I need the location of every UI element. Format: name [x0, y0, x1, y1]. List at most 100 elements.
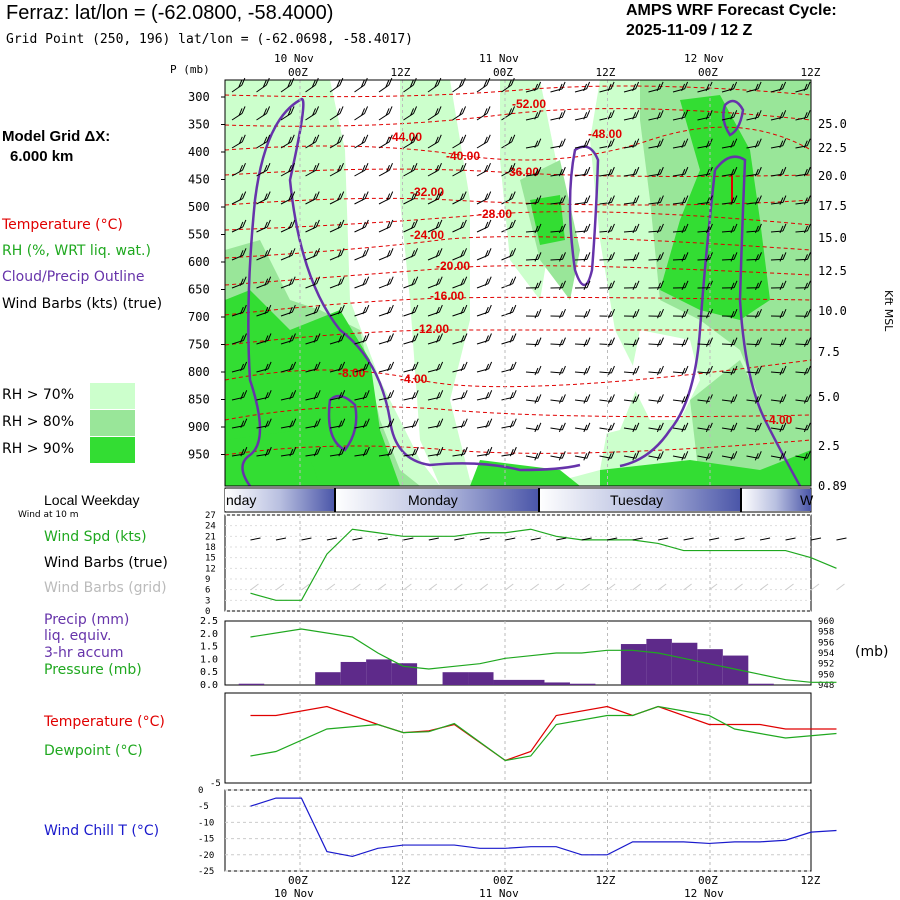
wind-barb-flag	[733, 365, 738, 374]
wind-barb-flag	[607, 424, 612, 433]
wind-barb-flag	[385, 108, 390, 116]
wind-barb-flag	[656, 396, 661, 404]
legend-cloud: Cloud/Precip Outline	[2, 269, 145, 285]
wind-barb-flag	[311, 79, 316, 88]
wind-barb-flag	[485, 335, 489, 343]
wind-barb-flag	[360, 79, 365, 88]
wind-chill-tick-label: 0	[198, 786, 203, 796]
wind-barb-flag	[362, 306, 367, 315]
wind-barb-flag	[705, 83, 710, 92]
wind-barb-flag	[363, 77, 368, 86]
wind-barb-flag	[610, 81, 615, 90]
wind-barb-flag	[730, 453, 735, 461]
wind-barb-flag	[757, 422, 762, 431]
wind-barb-flag	[289, 420, 294, 428]
wind-barb	[403, 283, 415, 289]
wind-barb	[305, 254, 317, 261]
wind-barb-flag	[460, 392, 465, 400]
wind-barb-flag	[586, 309, 591, 317]
wind-barb	[354, 226, 366, 233]
p-label: P (mb)	[170, 63, 210, 76]
wind-barb-flag	[436, 448, 441, 457]
wind-barb-flag	[537, 365, 542, 374]
wind-barb-flag	[730, 311, 735, 319]
wind-barb-flag	[757, 138, 762, 146]
wind-barb-flag	[608, 311, 612, 319]
wind-barb-flag	[410, 108, 415, 116]
wind-chill-tick-label: -25	[198, 867, 214, 877]
wind-barb-flag	[267, 304, 272, 313]
isotherm-labels: -52.00 -48.00 -44.00 -40.00 -36.00 -32.00 -28.…	[338, 97, 793, 427]
wind-barb-flag	[485, 420, 490, 428]
wind-barb-flag	[485, 363, 490, 372]
wind-barb-flag	[483, 108, 488, 116]
dewpoint-line	[250, 705, 837, 762]
wind-barb-flag	[583, 367, 588, 376]
grid-wind-barb	[683, 583, 692, 591]
wind-barb-flag	[681, 453, 686, 461]
wind-barb-flag	[435, 306, 440, 315]
surface-wind-barb	[403, 537, 414, 541]
wind-barb-flag	[754, 424, 759, 433]
wind-barb-flag	[385, 136, 390, 145]
wind-barb-flag	[435, 164, 439, 173]
legend-swatch-rh70	[90, 383, 135, 409]
wind-barb-flag	[779, 225, 784, 234]
wind-barb-flag	[459, 221, 464, 230]
wind-barb-flag	[386, 193, 391, 201]
grid-wind-barb	[301, 583, 310, 591]
wind-barb-flag	[338, 420, 343, 428]
wind-barb-flag	[435, 193, 440, 201]
wind-chill-tick-label: -15	[198, 835, 214, 845]
wind-barb-flag	[414, 248, 419, 256]
wind-barb-flag	[460, 363, 465, 372]
wind-barb	[378, 113, 390, 121]
wind-barb-flag	[586, 166, 591, 175]
wind-barb-flag	[289, 335, 293, 343]
wind-barb-flag	[635, 166, 640, 175]
wind-barb-flag	[341, 390, 346, 398]
wind-barb-flag	[733, 394, 738, 402]
wind-barb	[452, 141, 464, 149]
wind-barb-flag	[733, 110, 738, 118]
wind-barb-flag	[241, 106, 246, 114]
pressure-tick-label: 300	[188, 90, 210, 104]
surface-wind-barb	[734, 537, 745, 541]
wind-barb-flag	[561, 422, 566, 431]
wind-barb-flag	[782, 110, 787, 118]
wind-barb	[329, 283, 342, 289]
wind-barb-flag	[757, 394, 762, 402]
wind-barb-flag	[583, 112, 588, 120]
wind-barb-flag	[435, 278, 440, 286]
wind-speed-panel	[224, 514, 812, 612]
wind-barb-flag	[288, 306, 293, 315]
wind-barb	[501, 283, 513, 289]
wind-barb-flag	[509, 306, 514, 315]
wind-barb-flag	[561, 451, 566, 459]
wind-barb-flag	[705, 168, 710, 177]
weekday-label: Tuesday	[610, 492, 663, 508]
altitude-tick-label: 15.0	[818, 231, 847, 245]
pressure-tick-label: 400	[188, 145, 210, 159]
wind-barb-flag	[361, 193, 366, 201]
wind-barb-flag	[534, 453, 539, 461]
grid-wind-barb	[785, 583, 794, 591]
wind-barb-flag	[657, 339, 661, 347]
wind-barb-flag	[312, 193, 317, 201]
wind-barb-flag	[292, 361, 297, 370]
pressure-tick-label: 500	[188, 200, 210, 214]
grid-wind-barb	[454, 583, 463, 591]
wind-barb-flag	[509, 363, 514, 372]
precip-bar	[340, 661, 367, 685]
wind-barb	[476, 113, 488, 121]
wind-barb	[378, 141, 390, 149]
wind-barb	[305, 198, 317, 205]
wind-barb-flag	[340, 219, 345, 228]
wind-barb-flag	[562, 337, 566, 345]
wind-barb-flag	[681, 254, 686, 262]
wind-barb-flag	[733, 252, 738, 260]
wind-barb-flag	[684, 451, 689, 459]
wind-barb-flag	[386, 164, 390, 173]
wind-barb-flag	[292, 418, 297, 426]
